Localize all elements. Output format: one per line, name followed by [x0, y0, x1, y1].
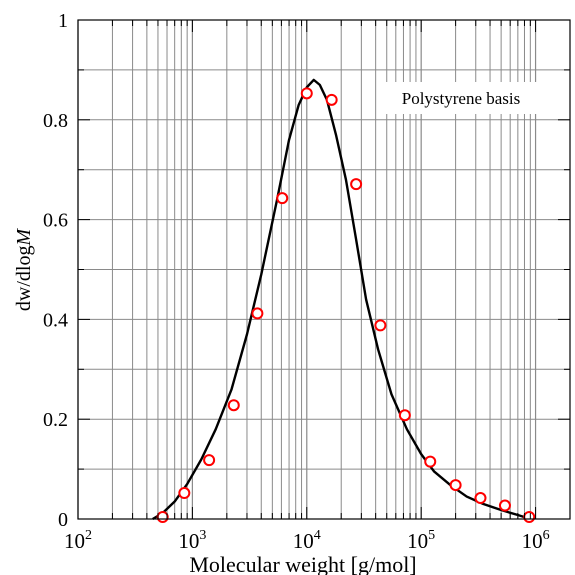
- data-point-marker: [424, 455, 437, 468]
- annotation-label: Polystyrene basis: [402, 89, 521, 108]
- data-point-marker: [523, 511, 536, 524]
- series-layer: [152, 78, 536, 524]
- y-tick-label: 1: [58, 10, 68, 32]
- data-point-marker: [350, 178, 363, 191]
- y-axis-label: dw/dlogM: [13, 228, 35, 312]
- data-point-marker: [498, 499, 511, 512]
- y-tick-label: 0.2: [43, 409, 68, 431]
- x-tick-label: 106: [522, 528, 550, 553]
- data-point-marker: [156, 511, 169, 524]
- x-tick-label: 105: [407, 528, 435, 553]
- data-point-marker: [374, 319, 387, 332]
- axis-ticks: [77, 19, 571, 520]
- tick-labels: 0 0.2 0.4 0.6 0.8 1 102 103 104 105 106: [43, 10, 550, 553]
- data-point-marker: [203, 454, 216, 467]
- data-point-marker: [449, 479, 462, 492]
- y-tick-label: 0.8: [43, 110, 68, 132]
- y-tick-label: 0.4: [43, 309, 68, 331]
- data-point-marker: [325, 93, 338, 106]
- data-point-marker: [251, 307, 264, 320]
- data-point-marker: [276, 192, 289, 205]
- x-tick-label: 102: [64, 528, 92, 553]
- y-tick-label: 0.6: [43, 210, 68, 232]
- x-axis-label: Molecular weight [g/mol]: [189, 552, 416, 575]
- data-point-marker: [178, 487, 191, 500]
- data-point-marker: [474, 492, 487, 505]
- data-point-marker: [398, 409, 411, 422]
- data-point-marker: [227, 399, 240, 412]
- y-tick-label: 0: [58, 509, 68, 531]
- x-tick-label: 103: [178, 528, 206, 553]
- annotation-background: [377, 82, 543, 114]
- x-tick-label: 104: [293, 528, 321, 553]
- data-point-marker: [300, 87, 313, 100]
